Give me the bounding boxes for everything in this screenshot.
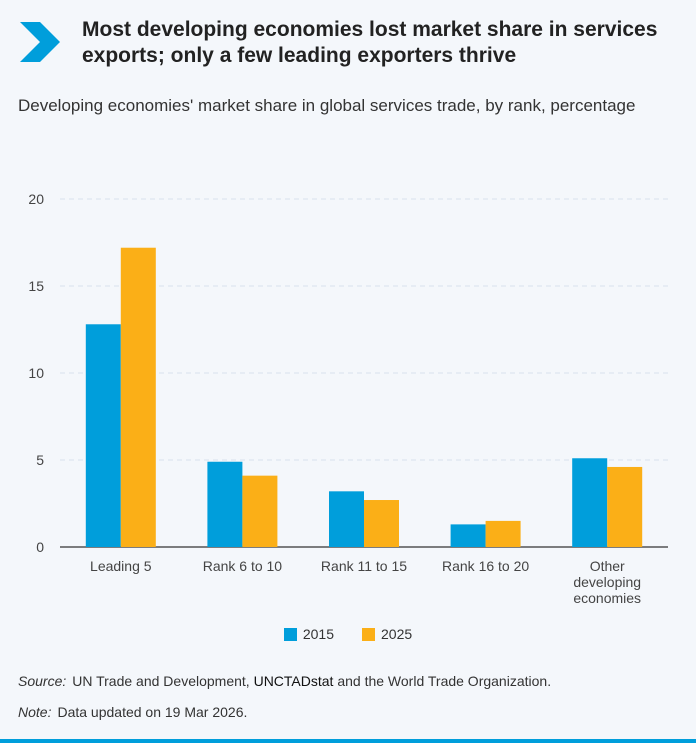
legend-label-2025: 2025 bbox=[381, 626, 413, 642]
source-link[interactable]: UNCTADstat bbox=[253, 673, 334, 689]
chart-title: Most developing economies lost market sh… bbox=[82, 18, 658, 67]
bar-2015-1 bbox=[207, 461, 243, 547]
y-tick-label-0: 0 bbox=[36, 539, 44, 555]
note-text: Data updated on 19 Mar 2026. bbox=[57, 704, 248, 720]
bar-chart: 0 5 10 15 20 Leading 5 Rank 6 to 10 Rank 11 to … bbox=[28, 191, 668, 606]
chart-subtitle: Developing economies' market share in gl… bbox=[18, 96, 636, 115]
bottom-accent-bar bbox=[0, 739, 696, 743]
y-tick-label-10: 10 bbox=[28, 365, 44, 381]
data-note: Note: Data updated on 19 Mar 2026. bbox=[18, 704, 247, 720]
legend-item-2025[interactable]: 2025 bbox=[362, 626, 412, 642]
y-tick-label-5: 5 bbox=[36, 452, 44, 468]
legend-swatch-2025 bbox=[362, 627, 375, 641]
x-tick-label-2: Rank 11 to 15 bbox=[321, 558, 407, 574]
bar-2025-1 bbox=[242, 475, 278, 547]
x-tick-label-1: Rank 6 to 10 bbox=[203, 558, 283, 574]
x-tick-label-3: Rank 16 to 20 bbox=[442, 558, 529, 574]
source-note: Source: UN Trade and Development, UNCTADs… bbox=[18, 673, 551, 689]
y-tick-label-15: 15 bbox=[28, 278, 44, 294]
chevron-logo-icon bbox=[20, 22, 60, 62]
bar-2015-3 bbox=[450, 524, 486, 547]
legend-label-2015: 2015 bbox=[302, 626, 334, 642]
note-label: Note: bbox=[18, 704, 52, 720]
y-tick-label-20: 20 bbox=[28, 191, 44, 207]
legend-swatch-2015 bbox=[283, 627, 297, 641]
legend: 2015 2025 bbox=[0, 626, 696, 642]
bar-2015-0 bbox=[85, 324, 121, 547]
x-tick-label-4-line-1: developing bbox=[573, 574, 641, 590]
bar-2015-4 bbox=[572, 458, 608, 547]
bar-2025-0 bbox=[120, 247, 156, 547]
bar-2025-2 bbox=[364, 500, 399, 547]
bar-2025-4 bbox=[607, 466, 643, 547]
source-label: Source: bbox=[18, 673, 67, 689]
bar-2025-3 bbox=[485, 520, 521, 547]
legend-item-2015[interactable]: 2015 bbox=[283, 626, 334, 642]
source-text-1: UN Trade and Development, bbox=[72, 673, 254, 689]
x-tick-label-0: Leading 5 bbox=[90, 558, 152, 574]
bar-2015-2 bbox=[329, 491, 364, 547]
x-tick-label-4-line-0: Other bbox=[590, 558, 625, 574]
x-tick-label-4-line-2: economies bbox=[573, 590, 641, 606]
source-text-2: and the World Trade Organization. bbox=[333, 673, 552, 689]
